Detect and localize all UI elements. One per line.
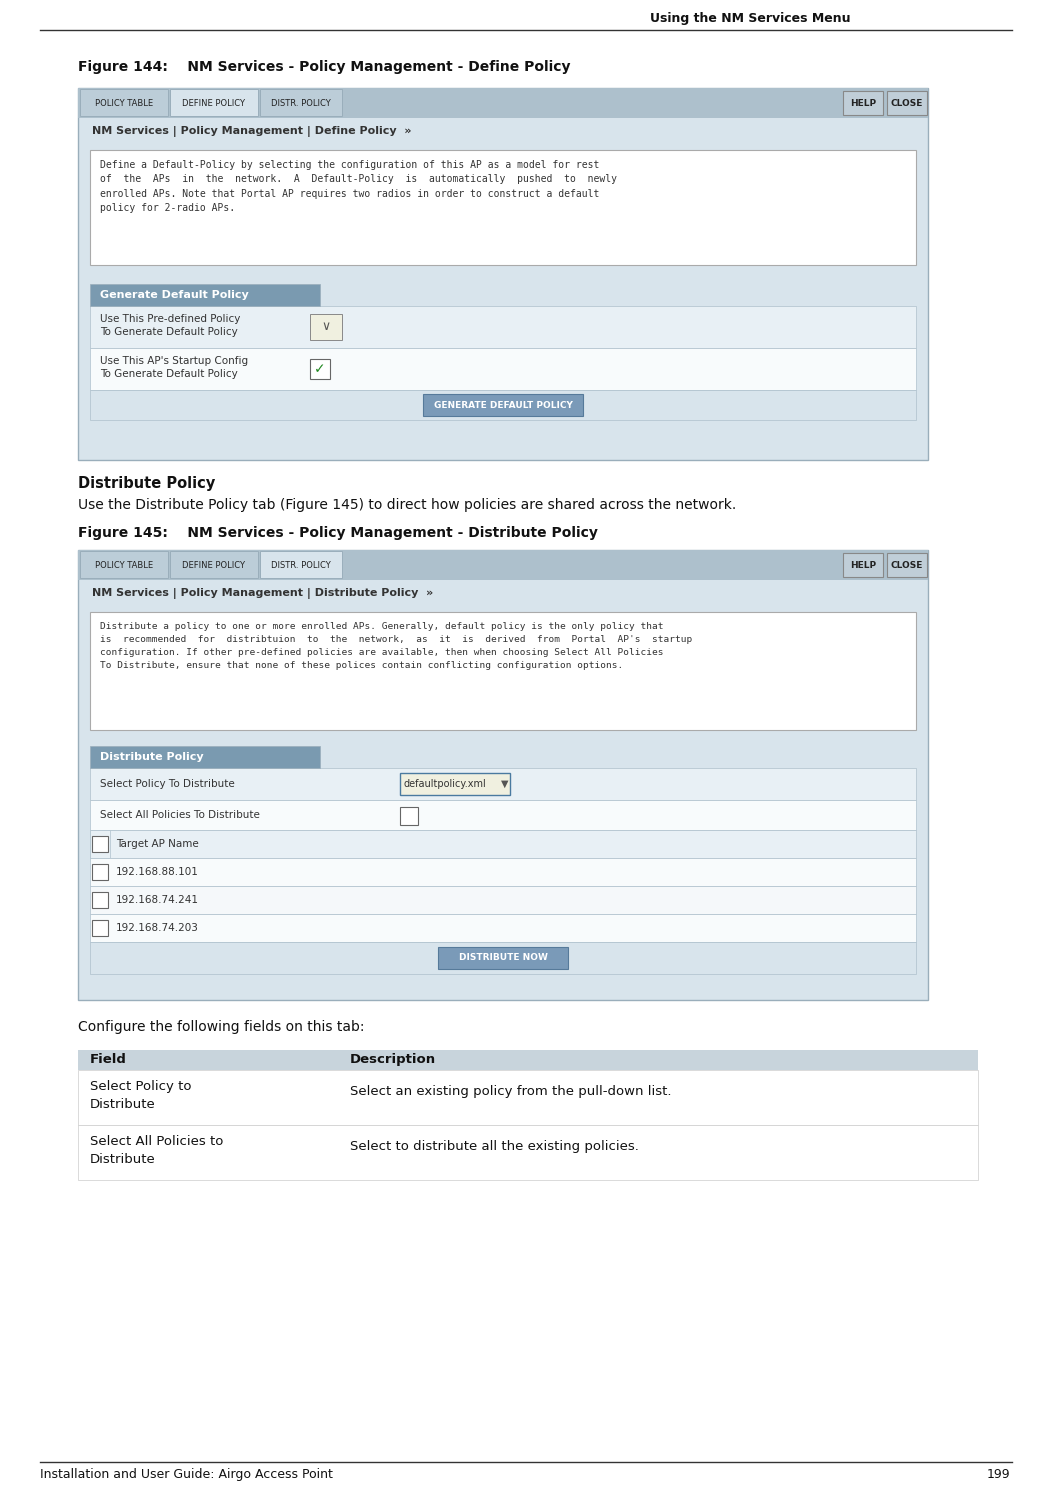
Bar: [90, 858, 916, 886]
Text: CLOSE: CLOSE: [891, 561, 924, 570]
Bar: [90, 800, 916, 830]
Bar: [310, 313, 342, 340]
Bar: [78, 551, 928, 580]
Bar: [887, 554, 927, 577]
Bar: [90, 306, 916, 348]
Bar: [438, 947, 568, 968]
Bar: [260, 90, 342, 116]
Bar: [90, 915, 916, 941]
Text: ▼: ▼: [501, 779, 509, 789]
Text: Use This Pre-defined Policy
To Generate Default Policy: Use This Pre-defined Policy To Generate …: [100, 313, 240, 337]
Bar: [78, 88, 928, 118]
Bar: [90, 348, 916, 389]
Text: Select All Policies to
Distribute: Select All Policies to Distribute: [90, 1135, 223, 1167]
Text: NM Services | Policy Management | Define Policy  »: NM Services | Policy Management | Define…: [92, 125, 411, 137]
Text: ∨: ∨: [322, 321, 330, 334]
Bar: [92, 864, 108, 880]
Text: 192.168.88.101: 192.168.88.101: [116, 867, 199, 877]
Text: DISTRIBUTE NOW: DISTRIBUTE NOW: [459, 953, 547, 962]
Text: Using the NM Services Menu: Using the NM Services Menu: [650, 12, 850, 25]
Text: Distribute Policy: Distribute Policy: [78, 476, 216, 491]
Text: Field: Field: [90, 1053, 127, 1065]
Bar: [90, 389, 916, 421]
Bar: [92, 836, 108, 852]
Bar: [400, 773, 510, 795]
Bar: [310, 360, 330, 379]
Text: DEFINE POLICY: DEFINE POLICY: [182, 561, 245, 570]
Text: CLOSE: CLOSE: [891, 98, 924, 107]
Bar: [90, 941, 916, 974]
Text: HELP: HELP: [850, 98, 876, 107]
Bar: [92, 892, 108, 909]
Text: Description: Description: [350, 1053, 437, 1065]
Text: Generate Default Policy: Generate Default Policy: [100, 289, 248, 300]
Text: Select an existing policy from the pull-down list.: Select an existing policy from the pull-…: [350, 1085, 671, 1098]
Text: 199: 199: [987, 1468, 1010, 1482]
Text: Define a Default-Policy by selecting the configuration of this AP as a model for: Define a Default-Policy by selecting the…: [100, 160, 618, 213]
Bar: [78, 1125, 978, 1180]
Bar: [78, 551, 928, 1000]
Text: Use This AP's Startup Config
To Generate Default Policy: Use This AP's Startup Config To Generate…: [100, 357, 248, 379]
Bar: [90, 886, 916, 915]
Bar: [90, 283, 320, 306]
Text: DEFINE POLICY: DEFINE POLICY: [182, 98, 245, 107]
Bar: [78, 1050, 978, 1070]
Text: ✓: ✓: [315, 363, 326, 376]
Bar: [170, 90, 258, 116]
Text: Target AP Name: Target AP Name: [116, 839, 199, 849]
Bar: [843, 91, 883, 115]
Text: GENERATE DEFAULT POLICY: GENERATE DEFAULT POLICY: [433, 400, 572, 409]
Text: POLICY TABLE: POLICY TABLE: [95, 98, 153, 107]
Text: Configure the following fields on this tab:: Configure the following fields on this t…: [78, 1021, 364, 1034]
Text: defaultpolicy.xml: defaultpolicy.xml: [404, 779, 486, 789]
Bar: [90, 768, 916, 800]
Bar: [887, 91, 927, 115]
Bar: [78, 88, 928, 460]
Text: HELP: HELP: [850, 561, 876, 570]
Text: Select All Policies To Distribute: Select All Policies To Distribute: [100, 810, 260, 821]
Text: DISTR. POLICY: DISTR. POLICY: [271, 561, 331, 570]
Bar: [90, 830, 916, 858]
Bar: [170, 551, 258, 577]
Text: Select Policy To Distribute: Select Policy To Distribute: [100, 779, 235, 789]
Bar: [80, 90, 168, 116]
Text: Select to distribute all the existing policies.: Select to distribute all the existing po…: [350, 1140, 639, 1153]
Text: NM Services | Policy Management | Distribute Policy  »: NM Services | Policy Management | Distri…: [92, 588, 433, 598]
Text: Use the Distribute Policy tab (Figure 145) to direct how policies are shared acr: Use the Distribute Policy tab (Figure 14…: [78, 498, 736, 512]
Text: Distribute a policy to one or more enrolled APs. Generally, default policy is th: Distribute a policy to one or more enrol…: [100, 622, 692, 670]
Text: 192.168.74.241: 192.168.74.241: [116, 895, 199, 906]
Text: Figure 145:    NM Services - Policy Management - Distribute Policy: Figure 145: NM Services - Policy Managem…: [78, 527, 598, 540]
Bar: [423, 394, 583, 416]
Bar: [92, 921, 108, 935]
Bar: [90, 746, 320, 768]
Bar: [90, 151, 916, 266]
Bar: [78, 1070, 978, 1125]
Bar: [400, 807, 418, 825]
Text: Select Policy to
Distribute: Select Policy to Distribute: [90, 1080, 191, 1112]
Text: POLICY TABLE: POLICY TABLE: [95, 561, 153, 570]
Bar: [843, 554, 883, 577]
Bar: [90, 830, 110, 858]
Text: Distribute Policy: Distribute Policy: [100, 752, 204, 762]
Text: 192.168.74.203: 192.168.74.203: [116, 924, 199, 932]
Bar: [90, 612, 916, 730]
Text: Installation and User Guide: Airgo Access Point: Installation and User Guide: Airgo Acces…: [40, 1468, 332, 1482]
Bar: [260, 551, 342, 577]
Text: DISTR. POLICY: DISTR. POLICY: [271, 98, 331, 107]
Bar: [80, 551, 168, 577]
Text: Figure 144:    NM Services - Policy Management - Define Policy: Figure 144: NM Services - Policy Managem…: [78, 60, 570, 75]
